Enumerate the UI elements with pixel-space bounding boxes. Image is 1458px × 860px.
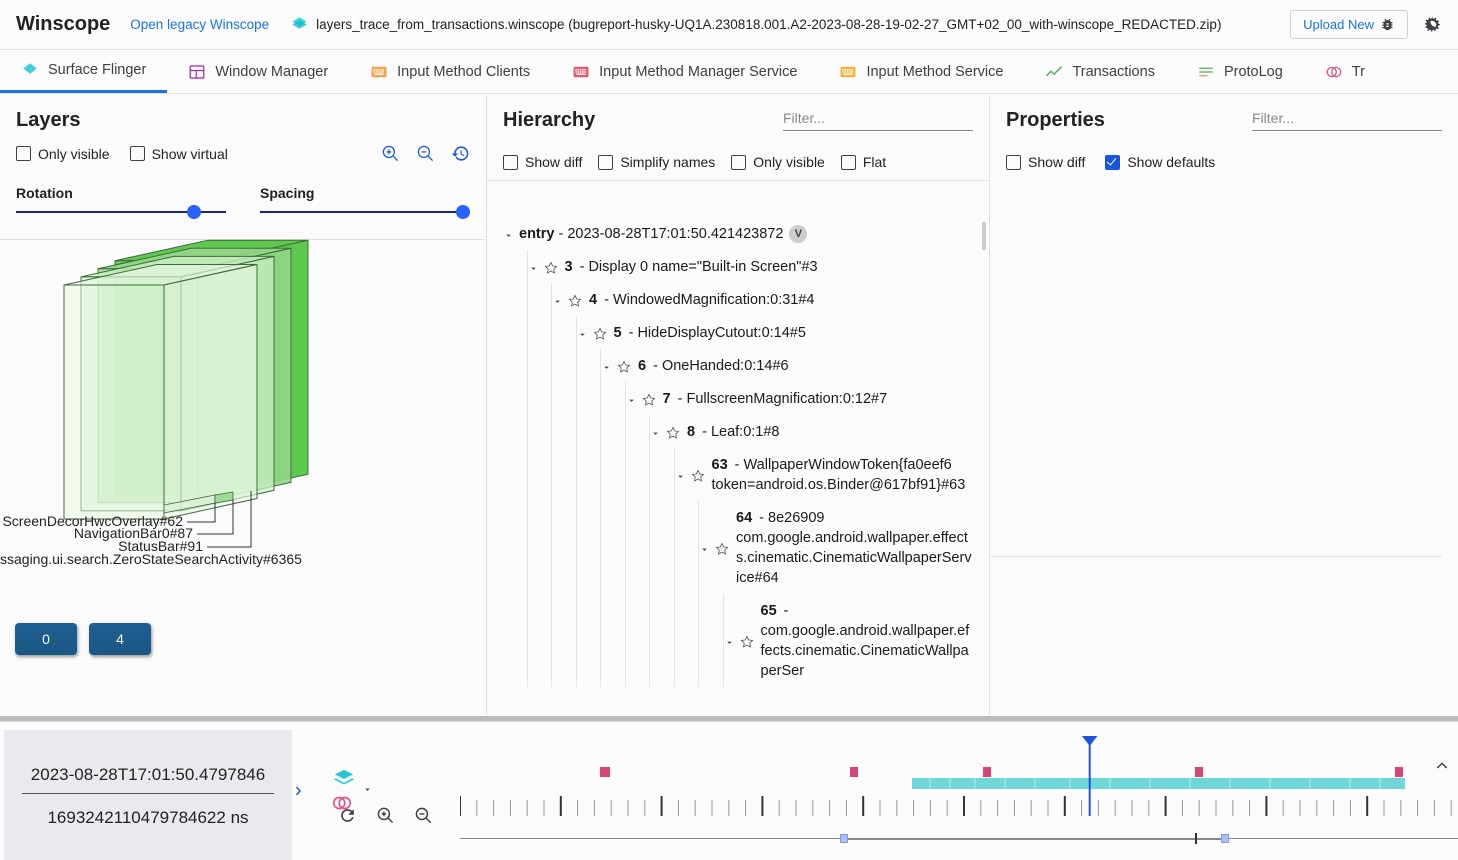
svg-text:ssaging.ui.search.ZeroStateSea: ssaging.ui.search.ZeroStateSearchActivit… [0,551,302,567]
